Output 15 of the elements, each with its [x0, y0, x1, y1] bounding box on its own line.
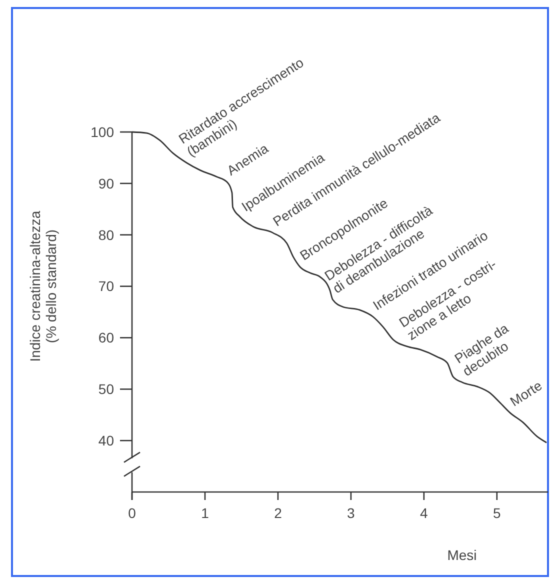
x-tick-label: 2: [274, 505, 282, 521]
y-tick-label: 70: [98, 278, 114, 294]
y-tick-label: 100: [90, 124, 114, 140]
y-axis-title: Indice creatinina-altezza (% dello standard): [27, 210, 59, 362]
y-tick-label: 90: [98, 175, 114, 192]
y-tick-label: 50: [98, 381, 114, 398]
x-tick-label: 0: [128, 505, 136, 521]
x-tick-label: 5: [493, 505, 502, 521]
x-tick-label: 4: [420, 505, 428, 521]
x-tick-label: 1: [201, 505, 210, 521]
y-tick-label: 40: [98, 432, 114, 448]
y-tick-label: 60: [98, 330, 114, 346]
y-tick-label: 80: [98, 226, 114, 243]
x-tick-label: 3: [347, 505, 356, 521]
x-axis-title: Mesi: [447, 547, 477, 563]
